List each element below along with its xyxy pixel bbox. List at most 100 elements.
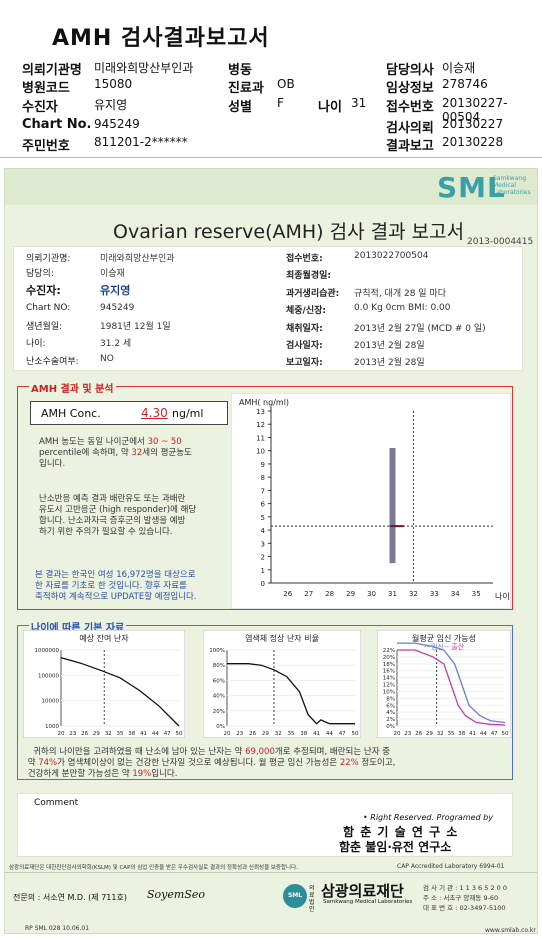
cap-accreditation: CAP Accredited Laboratory 6994-01: [397, 863, 505, 870]
x-tick-label: 50: [352, 731, 359, 737]
info-value: 945249: [100, 303, 135, 313]
y-tick-label: 14%: [383, 676, 395, 682]
info-value: 미래와희망산부인과: [100, 254, 175, 264]
foundation-prefix: 의료법인: [309, 885, 315, 913]
info-label: 의뢰기관명:: [26, 254, 71, 264]
header-label: 검사의뢰: [386, 121, 434, 136]
header-value: 811201-2******: [94, 135, 188, 149]
percentile-text: AMH 농도는 동일 나이군에서 30 ~ 50 percentile에 속하며…: [39, 437, 192, 469]
y-tick-label: 12%: [383, 683, 395, 689]
x-tick-label: 26: [415, 731, 422, 737]
legend-birth: 출산: [451, 642, 464, 651]
series-line: [227, 663, 355, 725]
series-line: [397, 642, 506, 724]
y-tick-label: 8%: [386, 696, 395, 702]
header-value: 278746: [442, 77, 488, 91]
report-top-strip: [5, 169, 537, 205]
y-tick-label: 1: [261, 567, 265, 575]
info-label: 과거생리습관:: [286, 289, 340, 299]
contact-info: 검 사 기 관 : 1 1 3 6 5 2 0 0 주 소 : 서초구 양재동 …: [423, 884, 507, 912]
info-label: 채취일자:: [286, 324, 323, 334]
y-tick-label: 2: [261, 554, 265, 562]
y-tick-label: 4%: [386, 710, 395, 716]
x-tick-label: 29: [93, 731, 100, 737]
x-tick-label: 23: [404, 731, 411, 737]
y-tick-label: 18%: [383, 662, 395, 668]
info-label: 접수번호:: [286, 254, 323, 264]
x-tick-label: 32: [275, 731, 282, 737]
institute-name-1: 함 춘 기 술 연 구 소: [343, 825, 459, 839]
form-number: RP SML 028 10.06.01: [25, 925, 90, 932]
footer-divider: [5, 872, 537, 873]
header-label: 병동: [228, 63, 252, 78]
x-tick-label: 41: [313, 731, 320, 737]
data-source-note: 본 결과는 한국인 여성 16,972명을 대상으로 한 자료를 기초로 한 것…: [35, 570, 197, 602]
x-tick-label: 23: [69, 731, 76, 737]
chart-title: 예상 잔여 난자: [79, 633, 129, 643]
chart-background: [203, 630, 361, 738]
y-tick-label: 0: [261, 580, 265, 588]
header-label: 성별: [228, 100, 252, 115]
y-tick-label: 8: [261, 474, 265, 482]
info-label: 최종월경일:: [286, 271, 331, 281]
y-tick-label: 100%: [209, 648, 225, 654]
info-label: 수진자:: [26, 284, 61, 297]
amh-section-title: AMH 결과 및 분석: [29, 380, 116, 395]
series-line: [397, 649, 506, 726]
y-tick-label: 10000: [42, 699, 60, 705]
info-value: 0.0 Kg 0cm BMI: 0.00: [354, 303, 451, 313]
x-tick-label: 33: [430, 590, 439, 598]
patient-info-card: 의뢰기관명: 미래와희망산부인과 담당의: 이승재 수진자: 유지영 Chart NO: 94…: [13, 246, 523, 371]
y-tick-label: 10: [256, 448, 265, 456]
header-value: 20130227: [442, 117, 504, 131]
y-tick-label: 1000: [45, 724, 59, 730]
info-value: 2013022700504: [354, 251, 429, 261]
comment-box: Comment: [17, 793, 513, 857]
x-tick-label: 20: [58, 731, 65, 737]
header-label: 수진자: [22, 100, 58, 115]
header-divider: [0, 157, 542, 158]
chart-title: 염색체 정상 난자 비율: [245, 633, 319, 643]
info-value: NO: [100, 354, 114, 364]
y-tick-label: 60%: [213, 678, 225, 684]
header-label: 접수번호: [386, 100, 434, 115]
foundation-name: 삼광의료재단: [321, 882, 404, 900]
comment-label: Comment: [34, 798, 79, 808]
monthly-pregnancy-chart: 월평균 임신 가능성 0%2%4%6%8%10%12%14%16%18%20%22…: [377, 630, 511, 738]
amh-conc-box: AMH Conc. 4.30 ng/ml: [30, 401, 228, 425]
x-tick-label: 29: [426, 731, 433, 737]
legend-pregnancy: -- 임신--: [424, 642, 451, 651]
header-label: 담당의사: [386, 63, 434, 78]
x-tick-label: 20: [224, 731, 231, 737]
x-tick-label: 47: [164, 731, 171, 737]
x-tick-label: 50: [502, 731, 509, 737]
x-tick-label: 34: [451, 590, 460, 598]
amh-conc-label: AMH Conc.: [41, 407, 101, 420]
info-value: 31.2 세: [100, 339, 132, 349]
normal-chromosome-chart: 염색체 정상 난자 비율 0% 20% 40% 60% 80% 100% 20 23 26 29 32…: [203, 630, 361, 738]
header-value: OB: [277, 77, 295, 91]
chart-background: [231, 393, 511, 609]
info-value: 2013년 2월 28일: [354, 358, 425, 368]
series-line: [60, 656, 180, 727]
header-label: 나이: [318, 100, 342, 115]
y-tick-label: 40%: [213, 694, 225, 700]
signature: SoyemSeo: [147, 888, 205, 901]
age-data-box: [17, 625, 513, 780]
info-label: Chart NO:: [26, 303, 71, 313]
sml-logo: SML: [437, 171, 506, 204]
x-tick-label: 32: [105, 731, 112, 737]
footer-accreditation-note: 삼광의료재단은 대한진단검사의학회(KSLM) 및 CAP의 심업 인증을 받은…: [9, 865, 298, 871]
x-tick-label: 31: [388, 590, 397, 598]
x-tick-label: 44: [480, 731, 487, 737]
x-tick-label: 41: [140, 731, 147, 737]
header-value: F: [277, 96, 284, 110]
x-tick-label: 30: [367, 590, 376, 598]
y-tick-label: 13: [256, 408, 265, 416]
age-summary-text: 귀하의 나이만을 고려하였을 때 난소에 남아 있는 난자는 약 69,000개…: [27, 747, 396, 779]
header-value: 미래와희망산부인과: [94, 61, 194, 75]
y-axis-label: AMH( ng/ml): [239, 398, 289, 407]
website: www.smlab.co.kr: [485, 927, 536, 934]
amh-unit: ng/ml: [172, 407, 204, 420]
